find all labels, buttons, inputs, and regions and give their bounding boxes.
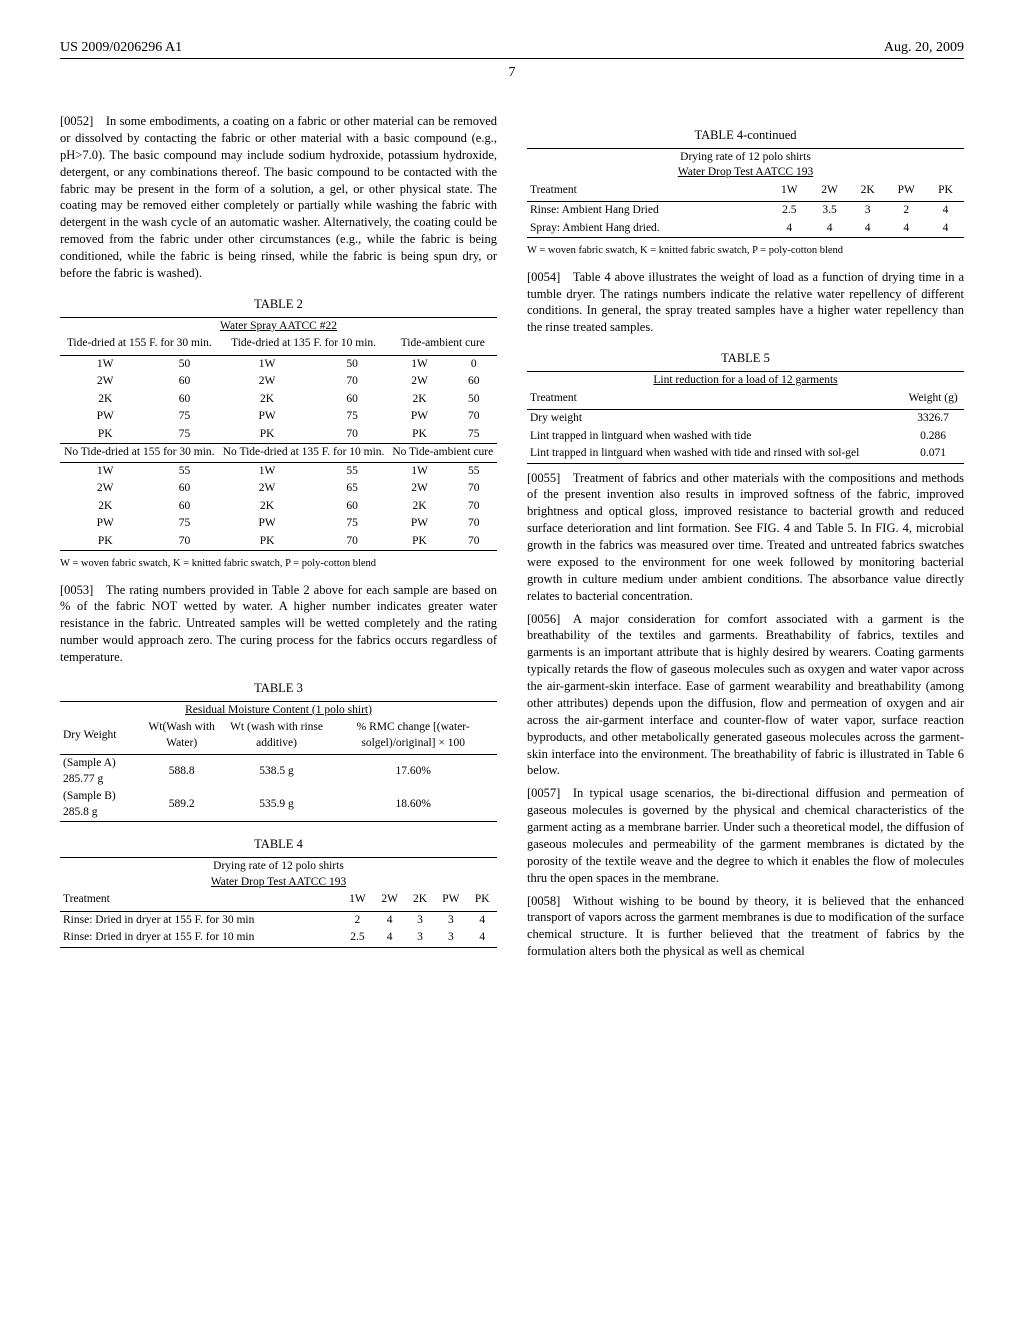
table4-caption: TABLE 4 bbox=[60, 836, 497, 853]
table2-subtitle: Water Spray AATCC #22 bbox=[60, 317, 497, 335]
table4: Drying rate of 12 polo shirtsWater Drop … bbox=[60, 857, 497, 948]
pub-number: US 2009/0206296 A1 bbox=[60, 40, 182, 56]
para-0053: [0053] The rating numbers provided in Ta… bbox=[60, 582, 497, 666]
page-header: US 2009/0206296 A1 Aug. 20, 2009 bbox=[60, 40, 964, 59]
right-column: TABLE 4-continued Drying rate of 12 polo… bbox=[527, 113, 964, 966]
patent-page: US 2009/0206296 A1 Aug. 20, 2009 7 [0052… bbox=[0, 0, 1024, 1320]
pub-date: Aug. 20, 2009 bbox=[884, 40, 964, 56]
para-0057: [0057] In typical usage scenarios, the b… bbox=[527, 785, 964, 886]
table3-caption: TABLE 3 bbox=[60, 680, 497, 697]
left-column: [0052] In some embodiments, a coating on… bbox=[60, 113, 497, 966]
two-column-layout: [0052] In some embodiments, a coating on… bbox=[60, 113, 964, 966]
table4c-footnote: W = woven fabric swatch, K = knitted fab… bbox=[527, 244, 964, 258]
table2-caption: TABLE 2 bbox=[60, 296, 497, 313]
para-0054: [0054] Table 4 above illustrates the wei… bbox=[527, 269, 964, 337]
table2-footnote: W = woven fabric swatch, K = knitted fab… bbox=[60, 557, 497, 571]
table3-subtitle: Residual Moisture Content (1 polo shirt) bbox=[60, 701, 497, 719]
table4-continued: Drying rate of 12 polo shirtsWater Drop … bbox=[527, 148, 964, 239]
table3: Residual Moisture Content (1 polo shirt)… bbox=[60, 701, 497, 823]
page-number: 7 bbox=[60, 65, 964, 81]
para-0056: [0056] A major consideration for comfort… bbox=[527, 611, 964, 780]
para-0058: [0058] Without wishing to be bound by th… bbox=[527, 893, 964, 961]
table5: Lint reduction for a load of 12 garments… bbox=[527, 371, 964, 464]
table4c-caption: TABLE 4-continued bbox=[527, 127, 964, 144]
table5-caption: TABLE 5 bbox=[527, 350, 964, 367]
para-0052: [0052] In some embodiments, a coating on… bbox=[60, 113, 497, 282]
table2: Water Spray AATCC #22 Tide-dried at 155 … bbox=[60, 317, 497, 552]
para-0055: [0055] Treatment of fabrics and other ma… bbox=[527, 470, 964, 605]
table5-subtitle: Lint reduction for a load of 12 garments bbox=[527, 372, 964, 390]
